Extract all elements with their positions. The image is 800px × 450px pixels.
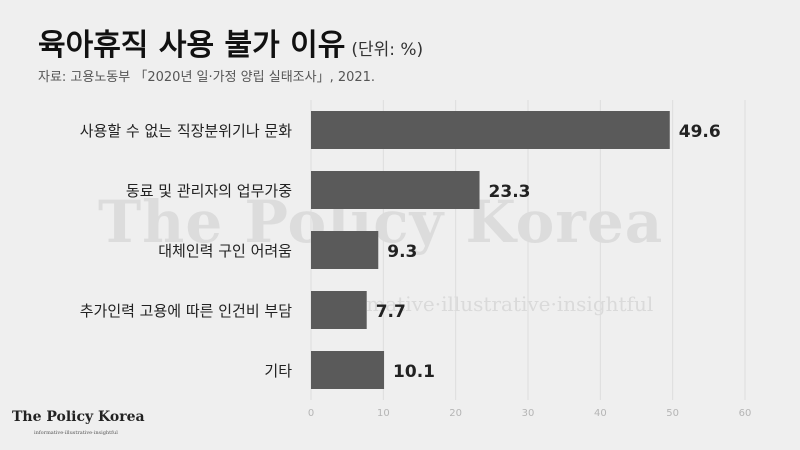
x-axis-ticks: 0 10 20 30 40 50 60	[308, 408, 752, 419]
value-label: 10.1	[393, 362, 435, 382]
logo-tagline: informative·illustrative·insightful	[34, 430, 118, 436]
bar	[311, 111, 670, 149]
bar	[311, 231, 379, 269]
watermark-tagline: informative·illustrative·insightful	[318, 292, 654, 316]
bar	[311, 171, 480, 209]
bars	[311, 111, 670, 389]
value-label: 9.3	[387, 242, 417, 262]
x-tick-label: 50	[666, 408, 679, 419]
x-tick-label: 40	[594, 408, 607, 419]
chart-title: 육아휴직 사용 불가 이유 (단위: %)	[38, 20, 423, 64]
chart-unit: (단위: %)	[351, 40, 424, 60]
category-label: 대체인력 구인 어려움	[158, 242, 292, 260]
category-label: 사용할 수 없는 직장분위기나 문화	[80, 122, 292, 140]
category-label: 동료 및 관리자의 업무가중	[126, 182, 292, 200]
value-label: 7.7	[376, 302, 406, 322]
value-label: 49.6	[679, 122, 721, 142]
chart-title-text: 육아휴직 사용 불가 이유	[38, 28, 346, 63]
x-tick-label: 60	[739, 408, 752, 419]
value-label: 23.3	[489, 182, 531, 202]
value-labels: 49.6 23.3 9.3 7.7 10.1	[376, 122, 721, 382]
logo: The Policy Korea	[12, 409, 145, 425]
bar	[311, 291, 367, 329]
x-tick-label: 10	[377, 408, 390, 419]
chart-source: 자료: 고용노동부 「2020년 일·가정 양립 실태조사」, 2021.	[38, 70, 376, 85]
bar	[311, 351, 385, 389]
x-tick-label: 30	[522, 408, 535, 419]
category-label: 기타	[264, 362, 292, 380]
x-tick-label: 20	[449, 408, 462, 419]
category-label: 추가인력 고용에 따른 인건비 부담	[80, 302, 292, 320]
x-tick-label: 0	[308, 408, 314, 419]
